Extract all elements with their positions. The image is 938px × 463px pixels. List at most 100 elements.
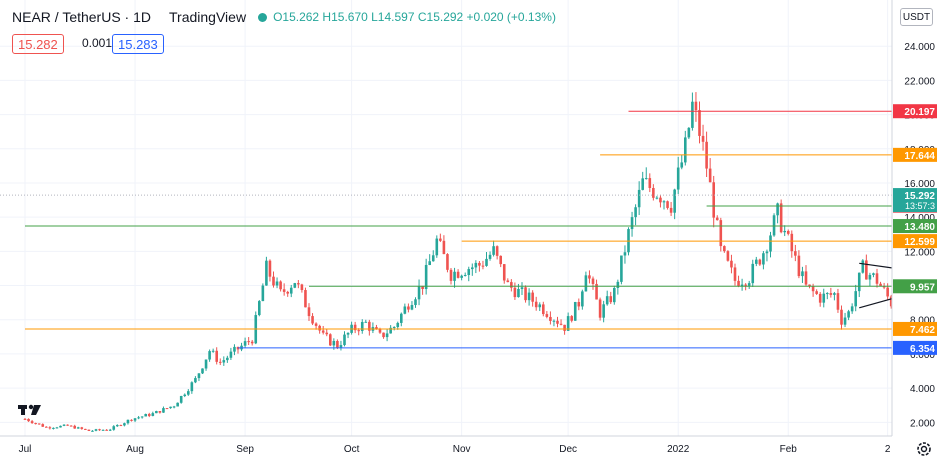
candle-body: [577, 301, 581, 307]
candles: [23, 92, 938, 432]
candle-body: [868, 274, 872, 280]
settings-gear-icon[interactable]: [917, 442, 931, 456]
candle-body: [332, 340, 336, 346]
x-tick-label: Aug: [126, 444, 144, 455]
candle-body: [307, 307, 311, 317]
buy-button[interactable]: 15.283: [112, 34, 164, 54]
candle-body: [414, 299, 417, 306]
candle-body: [882, 286, 886, 288]
level-badge-label: 17.644: [904, 151, 935, 162]
candle-body: [786, 230, 790, 234]
candle-body: [843, 317, 847, 325]
candle-body: [69, 425, 73, 427]
candle-body: [563, 324, 566, 331]
candle-body: [421, 285, 424, 290]
candle-body: [194, 378, 197, 383]
candle-body: [698, 110, 701, 136]
candle-body: [510, 282, 513, 288]
y-tick-label: 16.000: [904, 179, 935, 190]
candle-body: [534, 301, 538, 308]
candle-body: [879, 283, 882, 287]
y-tick-label: 8.000: [910, 316, 935, 327]
candle-body: [641, 178, 644, 190]
candle-body: [357, 330, 360, 332]
level-badge: [893, 321, 937, 336]
level-badge: [893, 147, 937, 162]
gear-hub: [920, 445, 928, 453]
y-tick-label: 24.000: [904, 42, 935, 53]
sell-button[interactable]: 15.282: [12, 34, 64, 54]
candle-body: [492, 246, 495, 255]
level-badge-label: 12.599: [904, 237, 935, 248]
candle-body: [424, 264, 428, 290]
candle-body: [396, 322, 400, 328]
candle-body: [233, 346, 236, 352]
candle-body: [588, 275, 591, 279]
candle-body: [531, 292, 534, 302]
market-status-icon: [258, 12, 268, 22]
candle-body: [581, 291, 584, 307]
level-badge-label: 7.462: [910, 325, 935, 336]
candle-body: [48, 427, 52, 429]
candle-body: [179, 396, 183, 403]
candle-body: [889, 296, 893, 307]
candle-body: [314, 323, 318, 326]
candle-body: [659, 197, 662, 203]
candle-body: [112, 426, 116, 430]
candle-body: [105, 429, 108, 431]
currency-selector[interactable]: USDT: [900, 8, 933, 26]
ohlc-readout: O15.262 H15.670 L14.597 C15.292 +0.020 (…: [273, 10, 556, 24]
x-tick-label: Oct: [344, 444, 360, 455]
candle-body: [229, 351, 233, 358]
candle-body: [73, 425, 76, 429]
candle-body: [886, 287, 889, 297]
y-tick-label: 22.000: [904, 76, 935, 87]
candle-body: [172, 406, 176, 408]
candle-body: [27, 418, 30, 422]
candle-body: [201, 368, 204, 374]
candle-body: [872, 273, 875, 275]
candle-body: [723, 246, 726, 252]
candle-body: [808, 284, 811, 287]
candle-body: [680, 162, 684, 168]
candle-body: [829, 293, 833, 295]
candle-body: [744, 284, 747, 286]
candle-body: [875, 273, 879, 284]
candle-body: [776, 203, 779, 216]
grid: [0, 0, 892, 436]
candle-body: [353, 324, 357, 331]
candle-body: [456, 271, 460, 278]
candle-body: [694, 101, 698, 111]
symbol-title[interactable]: NEAR / TetherUS · 1D: [12, 9, 152, 25]
candle-body: [726, 251, 730, 261]
candle-body: [747, 283, 751, 286]
candle-body: [850, 306, 854, 312]
candle-body: [733, 267, 737, 281]
candle-body: [187, 391, 190, 395]
candle-body: [403, 306, 407, 314]
candle-body: [400, 313, 403, 323]
candle-body: [204, 359, 208, 369]
candle-body: [573, 301, 577, 321]
candle-body: [673, 189, 676, 213]
candle-body: [552, 320, 556, 322]
candle-body: [811, 286, 815, 292]
candle-body: [169, 406, 172, 409]
candle-body: [261, 285, 265, 302]
candle-body: [527, 292, 531, 301]
level-badge: [893, 279, 937, 294]
level-badge-label: 20.197: [904, 107, 935, 118]
candle-body: [652, 187, 655, 198]
candle-body: [407, 306, 410, 310]
candle-body: [708, 168, 712, 183]
candle-body: [818, 293, 822, 303]
candle-body: [211, 350, 215, 352]
candle-body: [648, 178, 652, 188]
x-tick-label: Dec: [559, 444, 577, 455]
last-price-label: 15.292: [904, 191, 935, 202]
candle-body: [765, 251, 769, 254]
logo-wedge: [31, 405, 41, 415]
candle-body: [151, 413, 155, 416]
x-tick-label: Nov: [453, 444, 471, 455]
